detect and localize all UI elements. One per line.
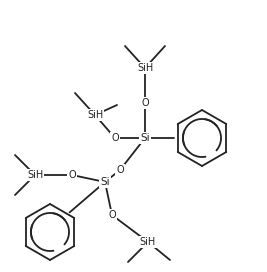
Text: O: O bbox=[111, 133, 119, 143]
Text: SiH: SiH bbox=[27, 170, 43, 180]
Text: SiH: SiH bbox=[140, 237, 156, 247]
Text: SiH: SiH bbox=[87, 110, 103, 120]
Text: SiH: SiH bbox=[137, 63, 153, 73]
Text: O: O bbox=[108, 210, 116, 220]
Text: O: O bbox=[116, 165, 124, 175]
Text: O: O bbox=[68, 170, 76, 180]
Text: Si: Si bbox=[140, 133, 150, 143]
Text: O: O bbox=[141, 98, 149, 108]
Text: Si: Si bbox=[100, 177, 110, 187]
